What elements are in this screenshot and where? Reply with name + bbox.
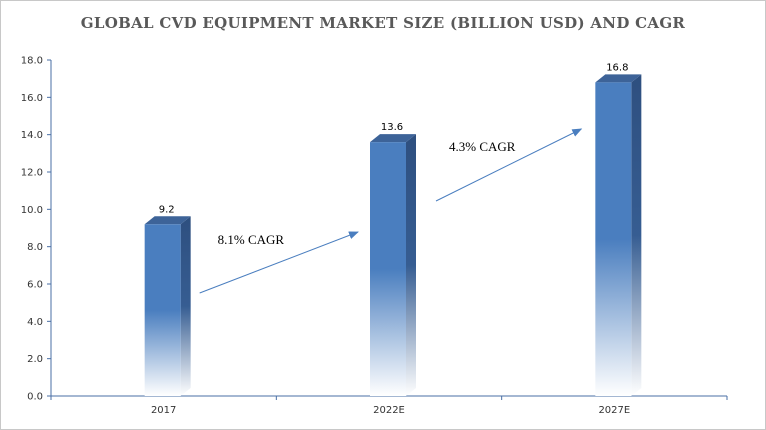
data-label: 16.8 [606,62,628,73]
y-tick-label: 0.0 [27,392,43,403]
cagr-arrow [199,231,359,294]
bar-front-face [595,82,632,397]
bar [144,216,191,396]
y-tick-label: 4.0 [27,317,43,328]
bar [595,74,642,397]
cagr-arrow [435,128,583,202]
bar-top-face [595,74,642,83]
x-tick-label: 2027E [598,405,630,416]
y-tick-label: 2.0 [27,354,43,365]
x-tick-label: 2017 [151,405,176,416]
data-label: 9.2 [159,204,175,215]
y-tick-label: 18.0 [21,56,43,67]
y-tick-label: 8.0 [27,242,43,253]
annotations: 8.1% CAGR 4.3% CAGR [199,128,583,294]
y-tick-label: 16.0 [21,93,43,104]
bar-front-face [370,142,406,396]
bar-top-face [144,216,191,225]
bar-side-face [631,74,642,397]
bar-top-face [370,134,416,143]
x-tick-label: 2022E [373,405,405,416]
cagr-label: 8.1% CAGR [218,232,285,247]
chart-title: GLOBAL CVD EQUIPMENT MARKET SIZE (BILLIO… [80,14,686,32]
cagr-label: 4.3% CAGR [449,139,516,154]
y-tick-label: 12.0 [21,168,43,179]
bar-front-face [144,224,181,396]
bars [144,74,642,397]
y-tick-label: 10.0 [21,205,43,216]
bar-side-face [180,216,191,396]
bar [370,134,416,396]
y-tick-label: 6.0 [27,280,43,291]
y-tick-label: 14.0 [21,130,43,141]
data-label: 13.6 [381,122,403,133]
bar-side-face [406,134,416,396]
labels: 9.2 2017 13.6 2022E 16.8 2027E [151,62,630,416]
